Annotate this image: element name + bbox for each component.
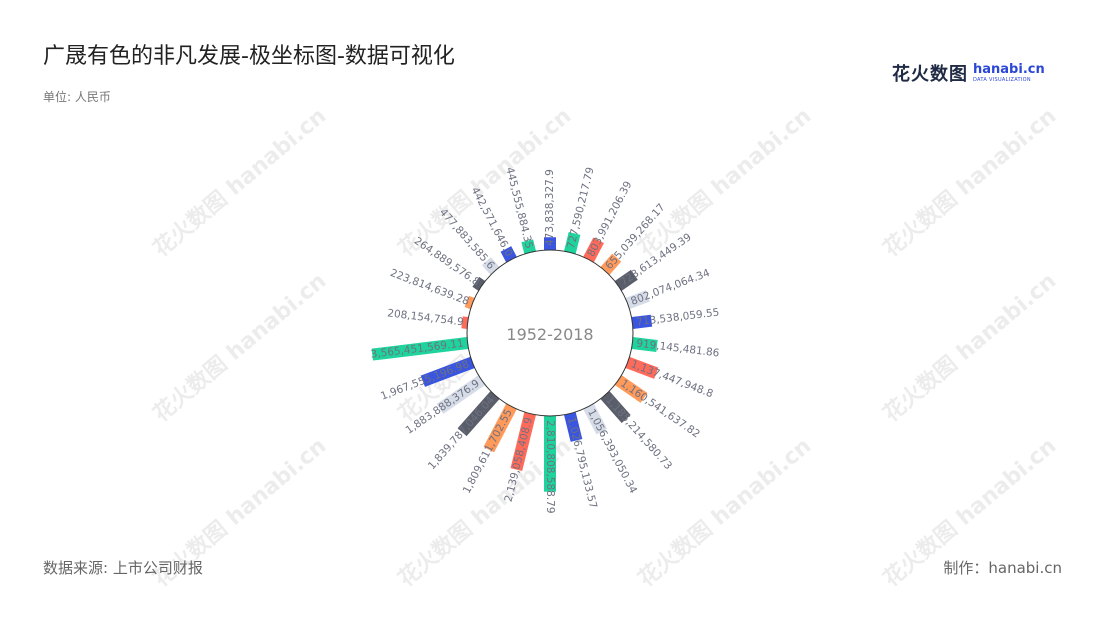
- value-label-14: 2,139,058,408.9: [503, 416, 535, 503]
- bar-14: [510, 411, 537, 471]
- value-label-25: 445,555,884.35: [503, 166, 535, 250]
- unit-label: 单位: 人民币: [43, 90, 111, 104]
- bar-8: [624, 356, 659, 379]
- value-label-19: 3,565,451,569.11: [370, 338, 464, 361]
- bar-0: [544, 237, 556, 251]
- logo-en-text: hanabi.cn: [973, 62, 1045, 77]
- bar-22: [472, 276, 486, 292]
- bar-6: [630, 314, 653, 330]
- bars-group: [371, 231, 659, 492]
- bar-4: [614, 269, 638, 292]
- bar-9: [614, 374, 648, 403]
- value-label-7: 919,145,481.86: [636, 338, 721, 360]
- bar-10: [599, 390, 631, 423]
- bar-17: [436, 374, 486, 414]
- bar-5: [624, 290, 650, 310]
- bar-21: [464, 295, 476, 310]
- page-title: 广晟有色的非凡发展-极坐标图-数据可视化: [43, 44, 455, 69]
- inner-circle: [466, 249, 634, 417]
- value-label-6: 713,538,059.55: [636, 306, 720, 328]
- bar-3: [599, 253, 622, 276]
- bar-11: [582, 402, 608, 435]
- bar-25: [521, 239, 537, 255]
- value-label-20: 208,154,754.9: [387, 307, 465, 328]
- logo-sub-text: DATA VISUALIZATION: [973, 77, 1031, 83]
- bar-1: [563, 231, 581, 255]
- hanabi-logo: 花火数图 hanabi.cn DATA VISUALIZATION: [892, 60, 1045, 86]
- bar-15: [483, 402, 518, 453]
- value-label-0: 473,838,327.9: [544, 169, 556, 246]
- value-label-13: 2,810,808,588.79: [544, 420, 556, 514]
- data-source: 数据来源: 上市公司财报: [43, 559, 203, 577]
- bar-19: [371, 336, 470, 361]
- bar-16: [457, 390, 501, 437]
- bar-7: [630, 336, 658, 352]
- bar-12: [563, 411, 583, 442]
- bar-13: [544, 415, 556, 492]
- maker-credit: 制作：hanabi.cn: [943, 559, 1062, 577]
- bar-2: [582, 237, 604, 264]
- center-label: 1952-2018: [506, 325, 593, 344]
- value-label-12: 1,026,795,133.57: [565, 416, 599, 510]
- bar-18: [420, 356, 476, 387]
- logo-en: hanabi.cn DATA VISUALIZATION: [973, 63, 1045, 83]
- value-label-1: 727,590,217.79: [565, 166, 597, 250]
- logo-cn-text: 花火数图: [892, 64, 968, 85]
